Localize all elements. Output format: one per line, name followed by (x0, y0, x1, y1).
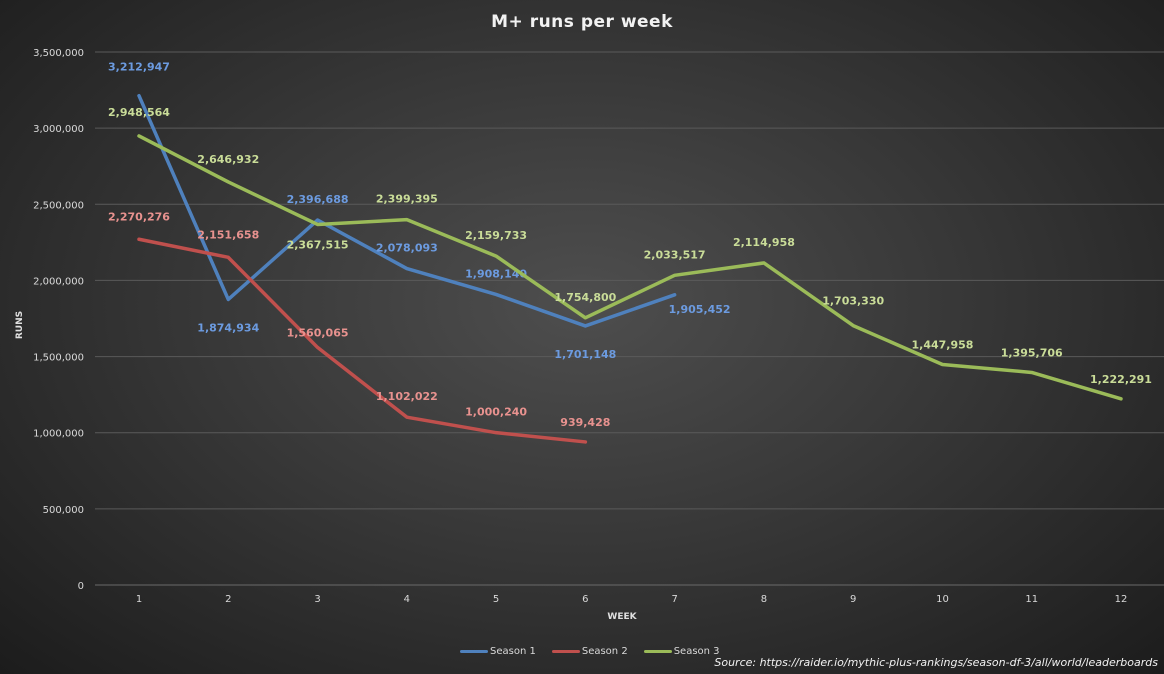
legend-item-season-1: Season 1 (460, 646, 536, 657)
data-label: 2,114,958 (733, 236, 795, 249)
data-label: 1,102,022 (376, 390, 438, 403)
data-label: 1,908,140 (465, 267, 527, 280)
legend-swatch (643, 650, 672, 653)
x-tick-label: 4 (404, 594, 410, 605)
data-label: 2,396,688 (287, 193, 349, 206)
x-tick-label: 2 (225, 594, 231, 605)
legend-label: Season 1 (490, 646, 536, 657)
data-label: 2,646,932 (197, 153, 259, 166)
y-tick-label: 0 (78, 581, 84, 592)
x-tick-label: 9 (850, 594, 856, 605)
data-label: 1,395,706 (1001, 346, 1063, 359)
legend: Season 1 Season 2 Season 3 (460, 646, 720, 657)
data-label: 1,905,452 (669, 303, 731, 316)
data-label: 2,270,276 (108, 210, 170, 223)
x-tick-label: 8 (761, 594, 767, 605)
data-label: 3,212,947 (108, 61, 170, 74)
y-tick-label: 3,000,000 (33, 124, 84, 135)
x-tick-label: 7 (671, 594, 677, 605)
x-tick-label: 3 (314, 594, 320, 605)
y-tick-label: 3,500,000 (33, 48, 84, 59)
y-tick-label: 500,000 (43, 505, 84, 516)
legend-label: Season 3 (673, 646, 720, 657)
series-line-3 (137, 134, 1123, 401)
data-label: 1,222,291 (1090, 373, 1152, 386)
x-tick-label: 11 (1025, 594, 1038, 605)
series-line-2 (137, 237, 588, 444)
y-axis-label: RUNS (15, 310, 25, 340)
y-tick-label: 1,000,000 (33, 429, 84, 440)
data-label: 2,078,093 (376, 242, 438, 255)
data-label: 1,447,958 (911, 338, 973, 351)
data-label: 1,754,800 (554, 291, 616, 304)
source-note: Source: https://raider.io/mythic-plus-ra… (714, 656, 1158, 669)
x-tick-label: 12 (1115, 594, 1128, 605)
data-label: 2,159,733 (465, 229, 527, 242)
data-label: 1,000,240 (465, 406, 527, 419)
legend-label: Season 2 (581, 646, 628, 657)
y-tick-label: 2,500,000 (33, 200, 84, 211)
series-line-1 (137, 93, 677, 328)
data-label: 2,033,517 (644, 248, 706, 261)
x-tick-label: 10 (936, 594, 949, 605)
data-label: 2,151,658 (197, 228, 259, 241)
data-label: 1,560,065 (287, 326, 349, 339)
y-tick-label: 2,000,000 (33, 276, 84, 287)
x-axis-label: WEEK (607, 612, 637, 622)
y-tick-label: 1,500,000 (33, 353, 84, 364)
legend-swatch (460, 650, 488, 653)
legend-item-season-3: Season 3 (643, 646, 720, 657)
data-label: 2,399,395 (376, 193, 438, 206)
legend-item-season-2: Season 2 (551, 646, 628, 657)
chart-title: M+ runs per week (491, 12, 673, 32)
x-tick-label: 6 (582, 594, 588, 605)
data-label: 2,948,564 (108, 106, 170, 119)
data-label: 2,367,515 (287, 238, 349, 251)
data-label: 1,874,934 (197, 321, 259, 334)
data-label: 1,701,148 (554, 348, 616, 361)
data-label: 939,428 (560, 416, 610, 429)
data-label: 1,703,330 (822, 295, 884, 308)
x-tick-label: 1 (136, 594, 142, 605)
legend-swatch (551, 650, 580, 653)
x-tick-label: 5 (493, 594, 499, 605)
